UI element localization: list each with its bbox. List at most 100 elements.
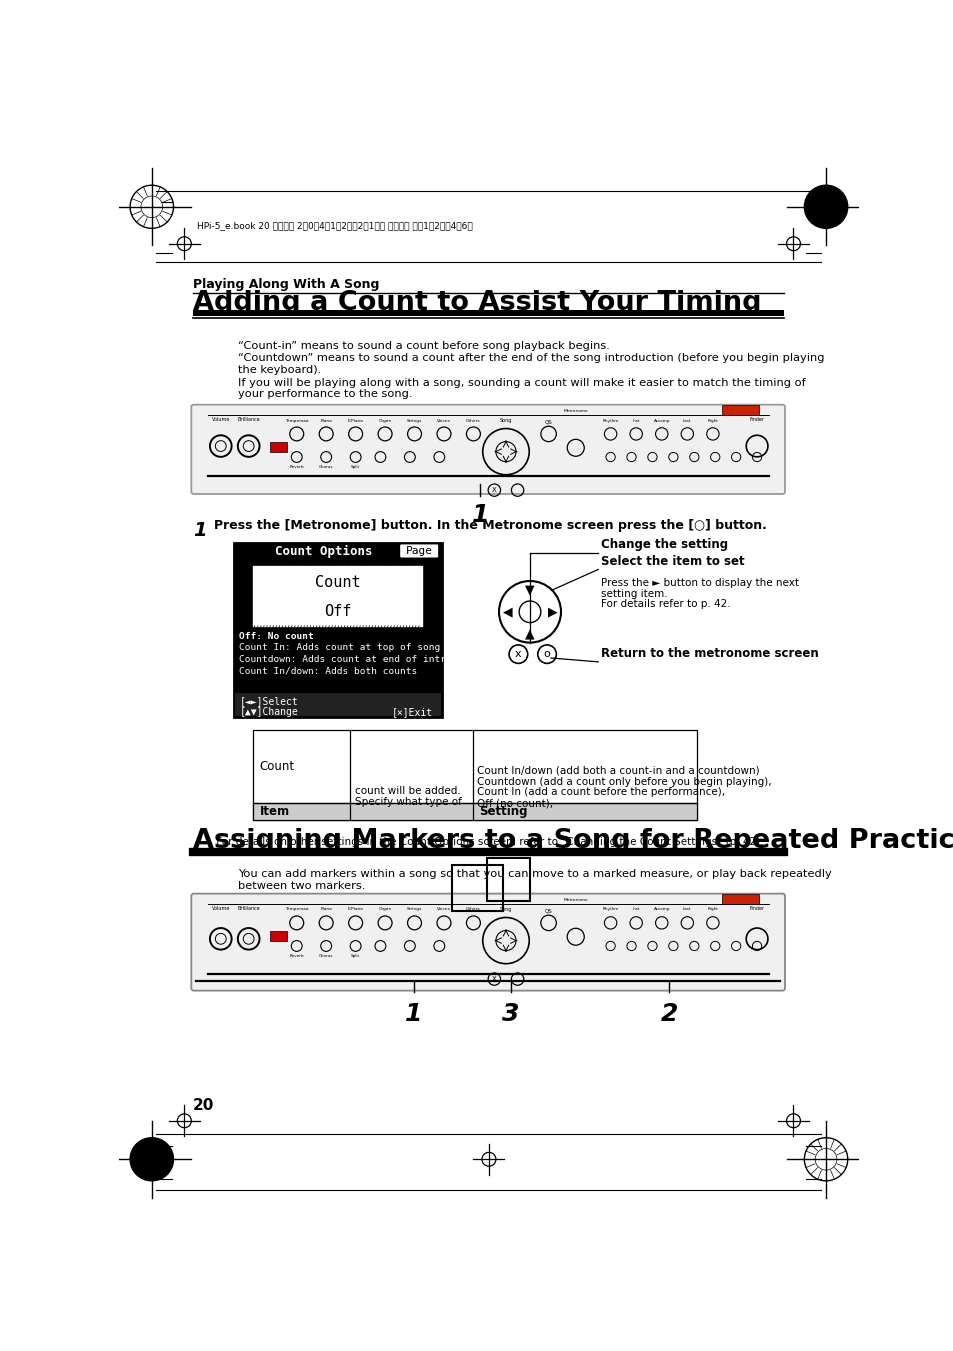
Text: 1: 1 xyxy=(405,1002,422,1027)
FancyBboxPatch shape xyxy=(192,893,784,990)
Text: ▶: ▶ xyxy=(547,605,557,619)
Text: Finder: Finder xyxy=(749,417,764,422)
Text: Press the [Metronome] button. In the Metronome screen press the [○] button.: Press the [Metronome] button. In the Met… xyxy=(213,519,766,532)
Text: Split: Split xyxy=(351,465,360,469)
Text: Chorus: Chorus xyxy=(318,465,334,469)
Text: Rhythm: Rhythm xyxy=(601,908,618,912)
Text: Chorus: Chorus xyxy=(318,954,334,958)
Text: Accomp: Accomp xyxy=(653,908,669,912)
Text: Temperasa: Temperasa xyxy=(285,419,308,423)
Text: QS: QS xyxy=(544,909,552,913)
FancyBboxPatch shape xyxy=(399,544,437,558)
Text: Song: Song xyxy=(499,419,512,423)
Text: Off: Off xyxy=(324,604,351,619)
Text: Strings: Strings xyxy=(406,419,422,423)
Text: Piano: Piano xyxy=(320,908,332,912)
Bar xyxy=(253,731,696,820)
Text: Accomp: Accomp xyxy=(653,419,669,423)
Text: Inst: Inst xyxy=(632,908,639,912)
Bar xyxy=(721,405,759,416)
Text: Reverb: Reverb xyxy=(289,465,304,469)
Text: ◀: ◀ xyxy=(502,605,512,619)
Text: Return to the metronome screen: Return to the metronome screen xyxy=(600,647,819,661)
Bar xyxy=(270,931,286,940)
Text: Countdown (add a count only before you begin playing),: Countdown (add a count only before you b… xyxy=(476,777,771,786)
Text: E.Piano: E.Piano xyxy=(347,419,363,423)
Text: Count: Count xyxy=(259,761,294,773)
Text: 20: 20 xyxy=(193,1097,214,1113)
Circle shape xyxy=(141,196,162,218)
Text: For details refer to p. 42.: For details refer to p. 42. xyxy=(600,600,730,609)
Text: Last: Last xyxy=(682,908,691,912)
Text: Countdown: Adds count at end of intro: Countdown: Adds count at end of intro xyxy=(238,655,451,663)
Text: Temperasa: Temperasa xyxy=(285,908,308,912)
Bar xyxy=(233,543,441,716)
Text: E.Piano: E.Piano xyxy=(347,908,363,912)
Text: Adding a Count to Assist Your Timing: Adding a Count to Assist Your Timing xyxy=(193,290,760,316)
Text: Off: No count: Off: No count xyxy=(238,632,313,640)
Text: If you will be playing along with a song, sounding a count will make it easier t: If you will be playing along with a song… xyxy=(237,378,804,388)
Text: Count In/down (add both a count-in and a countdown): Count In/down (add both a count-in and a… xyxy=(476,766,760,775)
Bar xyxy=(721,893,759,904)
Text: Count Options: Count Options xyxy=(274,544,373,558)
FancyBboxPatch shape xyxy=(192,405,784,494)
Text: Volume: Volume xyxy=(212,417,230,422)
Text: ▼: ▼ xyxy=(525,584,535,596)
Text: Count In (add a count before the performance),: Count In (add a count before the perform… xyxy=(476,788,724,797)
Text: Others: Others xyxy=(466,419,480,423)
Text: You can add markers within a song so that you can move to a marked measure, or p: You can add markers within a song so tha… xyxy=(237,869,831,880)
Bar xyxy=(452,865,502,912)
Text: Finder: Finder xyxy=(749,907,764,911)
Text: the keyboard).: the keyboard). xyxy=(237,365,321,374)
Text: 1: 1 xyxy=(471,503,489,527)
Text: Piano: Piano xyxy=(320,419,332,423)
Text: Right: Right xyxy=(707,908,718,912)
Text: 3: 3 xyxy=(501,1002,518,1027)
Text: Metronome: Metronome xyxy=(563,409,587,413)
Text: Others: Others xyxy=(466,908,480,912)
Text: your performance to the song.: your performance to the song. xyxy=(237,389,412,400)
Text: Song: Song xyxy=(499,907,512,912)
Text: Organ: Organ xyxy=(378,908,392,912)
Circle shape xyxy=(815,1148,836,1170)
Text: HPi-5_e.book 20 ページ　 2　0　4年1　2月　2　1日　 火曜日　 午後1　2時　4　6分: HPi-5_e.book 20 ページ 2 0 4年1 2月 2 1日 火曜日 … xyxy=(196,220,472,230)
Text: Specify what type of: Specify what type of xyxy=(355,797,461,807)
Bar xyxy=(193,309,783,316)
Text: X: X xyxy=(492,488,497,493)
Text: Volume: Volume xyxy=(212,907,230,911)
Text: Voices: Voices xyxy=(436,419,451,423)
Text: 2: 2 xyxy=(660,1002,678,1027)
Text: Voices: Voices xyxy=(436,908,451,912)
Text: Change the setting: Change the setting xyxy=(600,538,728,551)
Text: Brilliance: Brilliance xyxy=(237,907,260,911)
Text: Right: Right xyxy=(707,419,718,423)
Text: [▲▼]Change: [▲▼]Change xyxy=(240,707,298,717)
Circle shape xyxy=(803,185,847,228)
Bar xyxy=(270,442,286,451)
Bar xyxy=(253,802,696,820)
Text: QS: QS xyxy=(544,420,552,424)
Text: Assigning Markers to a Song for Repeated Practice: Assigning Markers to a Song for Repeated… xyxy=(193,828,953,854)
Text: Count In/down: Adds both counts: Count In/down: Adds both counts xyxy=(238,666,416,676)
Text: ▲: ▲ xyxy=(525,628,535,640)
Text: between two markers.: between two markers. xyxy=(237,881,365,890)
Text: Metronome: Metronome xyxy=(563,898,587,902)
Text: X: X xyxy=(492,975,497,982)
Text: Count: Count xyxy=(314,576,360,590)
Text: →  For details on other settings in the Count Options screen, refer to “Changing: → For details on other settings in the C… xyxy=(200,836,762,847)
Text: 1: 1 xyxy=(193,521,206,540)
Text: Last: Last xyxy=(682,419,691,423)
Text: Select the item to set: Select the item to set xyxy=(600,555,744,567)
Text: Brilliance: Brilliance xyxy=(237,417,260,422)
Text: o: o xyxy=(543,648,550,659)
Text: Off (no count),: Off (no count), xyxy=(476,798,553,808)
Text: “Count-in” means to sound a count before song playback begins.: “Count-in” means to sound a count before… xyxy=(237,340,609,351)
Bar xyxy=(234,693,440,716)
Circle shape xyxy=(130,1138,173,1181)
Text: Press the ► button to display the next: Press the ► button to display the next xyxy=(600,578,799,588)
Text: Page: Page xyxy=(405,546,433,557)
Text: Rhythm: Rhythm xyxy=(601,419,618,423)
Text: Count In: Adds count at top of song: Count In: Adds count at top of song xyxy=(238,643,439,653)
Text: Strings: Strings xyxy=(406,908,422,912)
Text: count will be added.: count will be added. xyxy=(355,786,460,796)
